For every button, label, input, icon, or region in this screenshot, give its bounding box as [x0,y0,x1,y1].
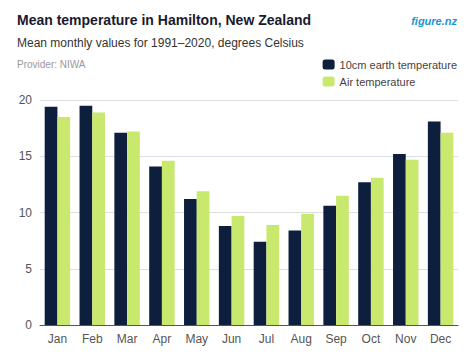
svg-text:Feb: Feb [82,332,103,346]
svg-text:20: 20 [19,93,33,107]
svg-text:figure.nz: figure.nz [411,15,457,27]
svg-text:Apr: Apr [153,332,172,346]
svg-text:Sep: Sep [325,332,347,346]
svg-text:Mar: Mar [117,332,138,346]
svg-text:10cm earth temperature: 10cm earth temperature [340,59,457,71]
svg-text:Mean monthly values for 1991–2: Mean monthly values for 1991–2020, degre… [17,36,304,50]
svg-text:10: 10 [19,206,33,220]
svg-text:Provider: NIWA: Provider: NIWA [17,59,86,70]
svg-text:Jun: Jun [222,332,241,346]
svg-text:Air temperature: Air temperature [340,76,416,88]
svg-text:Dec: Dec [430,332,451,346]
svg-text:Oct: Oct [362,332,381,346]
svg-text:Jan: Jan [48,332,67,346]
svg-text:May: May [185,332,208,346]
svg-text:Aug: Aug [291,332,312,346]
svg-text:Mean temperature in Hamilton,: Mean temperature in Hamilton, New Zealan… [17,12,311,28]
svg-text:Nov: Nov [395,332,416,346]
svg-text:Jul: Jul [259,332,274,346]
svg-text:5: 5 [25,262,32,276]
svg-text:15: 15 [19,149,33,163]
svg-text:0: 0 [25,318,32,332]
